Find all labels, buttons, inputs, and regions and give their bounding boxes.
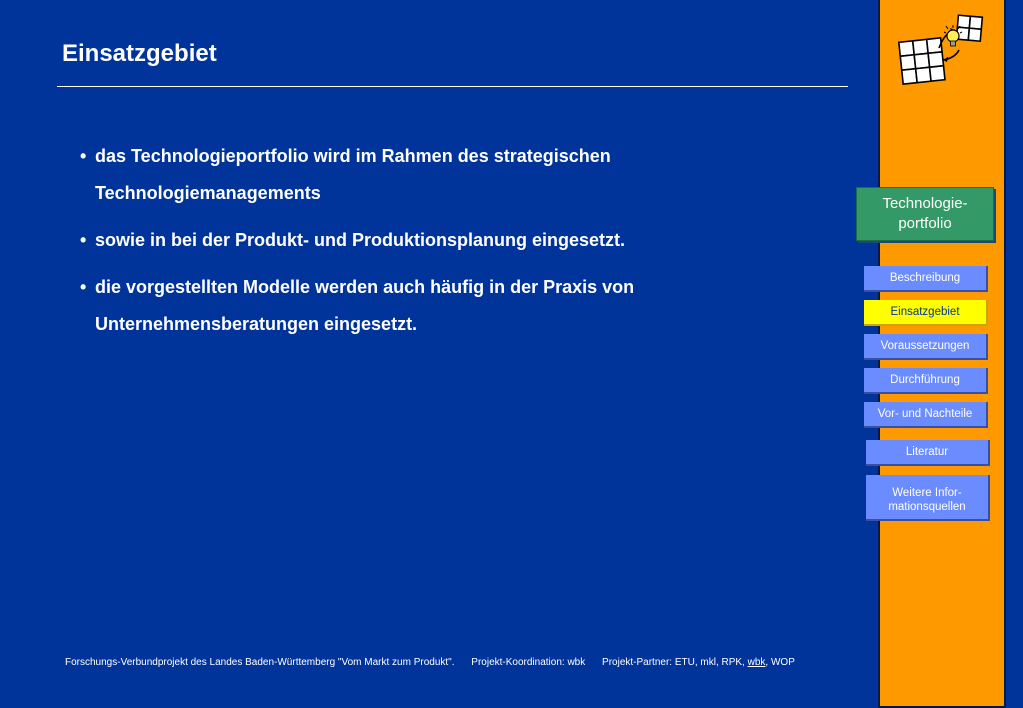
bullet-item: • das Technologieportfolio wird im Rahmen… [80,138,840,212]
nav-literatur-button[interactable]: Literatur [866,440,990,466]
section-label: Technologie- portfolio [856,187,994,241]
bullet-text: das Technologieportfolio wird im Rahmen … [95,146,611,203]
footer-partners-suffix: , WOP [765,657,795,668]
footer: Forschungs-Verbundprojekt des Landes Bad… [65,657,855,668]
section-label-line-2: portfolio [898,215,952,232]
nav-einsatzgebiet-button[interactable]: Einsatzgebiet [864,300,988,326]
footer-partners-prefix: Projekt-Partner: ETU, mkl, RPK, [602,657,748,668]
bullet-item: • die vorgestellten Modelle werden auch h… [80,269,840,343]
nav-weitere-informationsquellen-button[interactable]: Weitere Infor- mationsquellen [866,475,990,521]
nav-vor-und-nachteile-button[interactable]: Vor- und Nachteile [864,402,988,428]
bullet-marker: • [80,277,87,297]
bullet-marker: • [80,230,87,250]
nav-weitere-label-line-2: mationsquellen [888,501,966,513]
title-divider [57,86,848,87]
bullet-item: • sowie in bei der Produkt- und Produktio… [80,222,840,259]
portfolio-grid-lightbulb-icon [897,14,984,85]
footer-coordination: Projekt-Koordination: wbk [471,657,586,668]
nav-voraussetzungen-button[interactable]: Voraussetzungen [864,334,988,360]
section-label-line-1: Technologie- [882,195,968,212]
bullet-text: sowie in bei der Produkt- und Produktion… [95,230,626,250]
footer-project: Forschungs-Verbundprojekt des Landes Bad… [65,657,455,668]
bullet-marker: • [80,146,87,166]
nav-weitere-label-line-1: Weitere Infor- [892,487,962,499]
footer-partner-link[interactable]: wbk [747,657,766,668]
nav-beschreibung-button[interactable]: Beschreibung [864,266,988,292]
bullet-list: • das Technologieportfolio wird im Rahmen… [80,138,840,353]
page-title: Einsatzgebiet [62,40,217,67]
slide-content: Einsatzgebiet • das Technologieportfolio … [57,40,855,668]
bullet-text: die vorgestellten Modelle werden auch hä… [95,277,635,334]
nav-durchfuehrung-button[interactable]: Durchführung [864,368,988,394]
